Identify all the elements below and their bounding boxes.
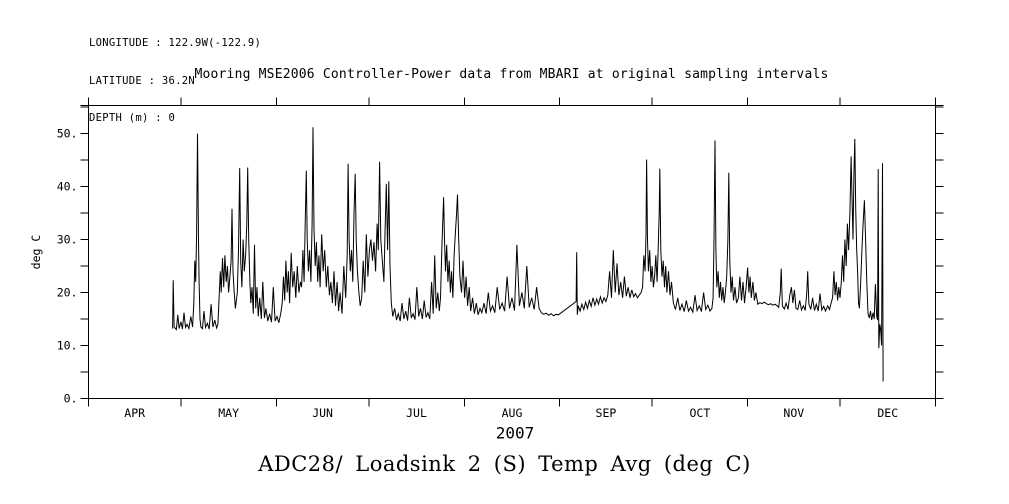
location-annotation: LONGITUDE : 122.9W(-122.9) LATITUDE : 36… xyxy=(89,12,261,150)
x-month-label: JUN xyxy=(312,406,333,420)
x-month-label: AUG xyxy=(502,406,523,420)
latitude-label: LATITUDE : 36.2N xyxy=(89,74,195,87)
y-tick-label: 10. xyxy=(57,339,78,353)
axis-box xyxy=(88,105,936,399)
x-month-label: OCT xyxy=(689,406,710,420)
x-month-label: MAY xyxy=(218,406,239,420)
y-tick-label: 30. xyxy=(57,233,78,247)
y-tick-label: 0. xyxy=(64,392,78,406)
footer-title: ADC28/ Loadsink 2 (S) Temp Avg (deg C) xyxy=(258,452,751,476)
y-tick-label: 50. xyxy=(57,127,78,141)
y-axis-title: deg C xyxy=(29,235,43,270)
x-month-label: SEP xyxy=(596,406,617,420)
x-month-label: NOV xyxy=(783,406,804,420)
chart-title: Mooring MSE2006 Controller-Power data fr… xyxy=(194,67,829,82)
y-tick-label: 40. xyxy=(57,180,78,194)
x-month-label: APR xyxy=(124,406,145,420)
x-axis-year-label: 2007 xyxy=(496,424,535,443)
x-month-label: DEC xyxy=(877,406,898,420)
temperature-data-line xyxy=(172,127,884,382)
y-tick-label: 20. xyxy=(57,286,78,300)
tick-marks xyxy=(80,97,944,407)
depth-label: DEPTH (m) : 0 xyxy=(89,112,176,124)
x-month-label: JUL xyxy=(406,406,427,420)
longitude-label: LONGITUDE : 122.9W(-122.9) xyxy=(89,37,262,49)
